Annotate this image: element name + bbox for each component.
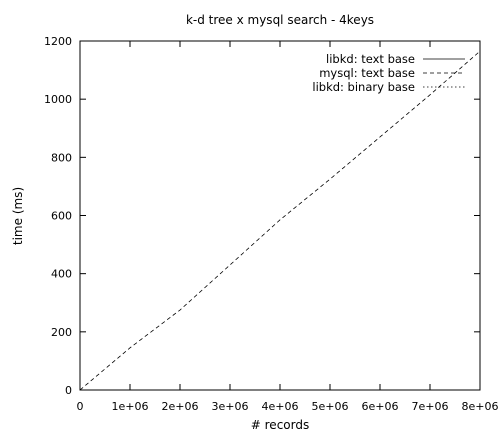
- x-tick-label: 4e+06: [262, 400, 299, 413]
- x-tick-label: 3e+06: [212, 400, 249, 413]
- legend-label-1: libkd: text base: [326, 52, 415, 66]
- plot-frame: [79, 40, 481, 391]
- y-tick-label: 400: [51, 268, 72, 281]
- x-tick-label: 1e+06: [112, 400, 149, 413]
- legend-label-2: mysql: text base: [319, 66, 415, 80]
- series-line-2: [79, 50, 481, 391]
- x-tick-label: 0: [77, 400, 84, 413]
- y-tick-label: 1000: [44, 93, 72, 106]
- x-tick-label: 5e+06: [312, 400, 349, 413]
- y-tick-label: 1200: [44, 35, 72, 48]
- x-tick-label: 2e+06: [162, 400, 199, 413]
- axis-ticks: 0 1e+06 2e+06 3e+06 4e+06 5e+06 6e+06 7e+06 8e+0…: [44, 35, 498, 413]
- chart-title: k-d tree x mysql search - 4keys: [186, 13, 374, 27]
- series-layer: [79, 50, 481, 391]
- legend-label-3: libkd: binary base: [312, 80, 415, 94]
- x-tick-label: 7e+06: [412, 400, 449, 413]
- x-axis-label: # records: [251, 418, 309, 432]
- x-tick-label: 6e+06: [362, 400, 399, 413]
- x-tick-label: 8e+06: [462, 400, 499, 413]
- y-tick-label: 0: [65, 384, 72, 397]
- y-tick-label: 800: [51, 151, 72, 164]
- y-tick-label: 200: [51, 326, 72, 339]
- y-axis-label: time (ms): [11, 187, 25, 245]
- y-tick-label: 600: [51, 210, 72, 223]
